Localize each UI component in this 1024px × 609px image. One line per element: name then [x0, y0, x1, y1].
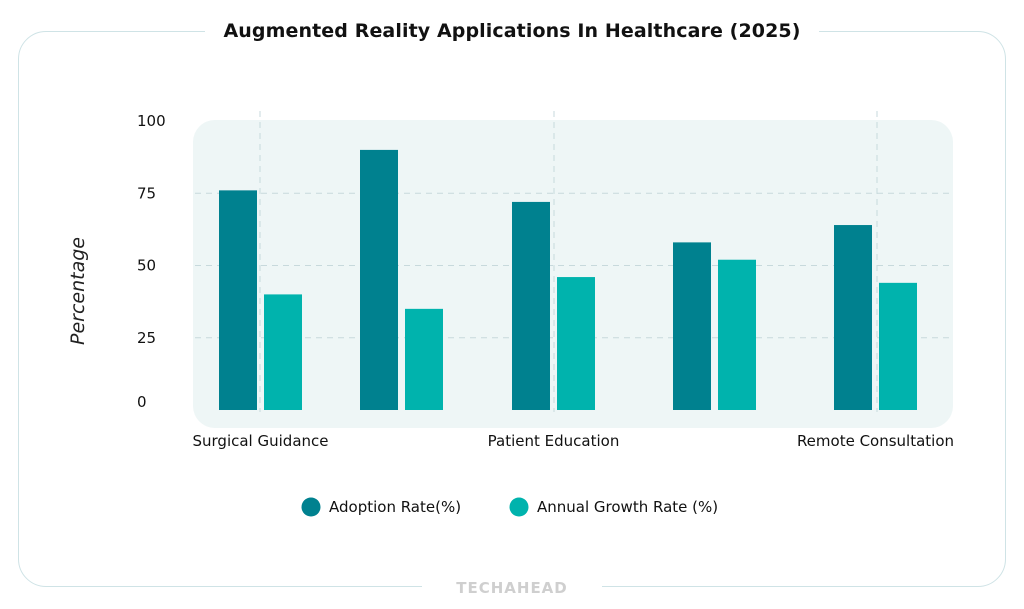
chart-title: Augmented Reality Applications In Health… [205, 16, 819, 46]
y-axis-ticks: 0 25 50 75 100 [137, 112, 166, 411]
bar-annual-growth-rate [264, 294, 302, 410]
bars [219, 149, 917, 410]
y-tick-label: 0 [137, 393, 147, 411]
x-axis-labels: Surgical Guidance Patient Education Remote… [193, 432, 955, 450]
x-category-label: Surgical Guidance [193, 432, 329, 450]
bar-adoption-rate [512, 201, 550, 410]
y-tick-label: 100 [137, 112, 166, 130]
watermark-logo: TECHAHEAD [422, 576, 602, 600]
y-tick-label: 25 [137, 329, 156, 347]
legend-swatch [509, 497, 529, 517]
bar-adoption-rate [219, 190, 257, 410]
bar-adoption-rate [673, 242, 711, 410]
bar-adoption-rate [834, 225, 872, 410]
legend-swatch [301, 497, 321, 517]
bar-annual-growth-rate [405, 308, 443, 410]
legend-label: Adoption Rate(%) [329, 498, 461, 516]
y-axis-label: Percentage [67, 237, 89, 345]
x-category-label: Patient Education [488, 432, 620, 450]
bar-annual-growth-rate [718, 259, 756, 410]
bar-annual-growth-rate [879, 282, 917, 410]
y-tick-label: 75 [137, 184, 156, 202]
bar-annual-growth-rate [557, 277, 595, 410]
y-tick-label: 50 [137, 257, 156, 275]
x-category-label: Remote Consultation [797, 432, 954, 450]
legend: Adoption Rate(%) Annual Growth Rate (%) [301, 497, 718, 517]
bar-adoption-rate [360, 149, 398, 410]
legend-label: Annual Growth Rate (%) [537, 498, 718, 516]
